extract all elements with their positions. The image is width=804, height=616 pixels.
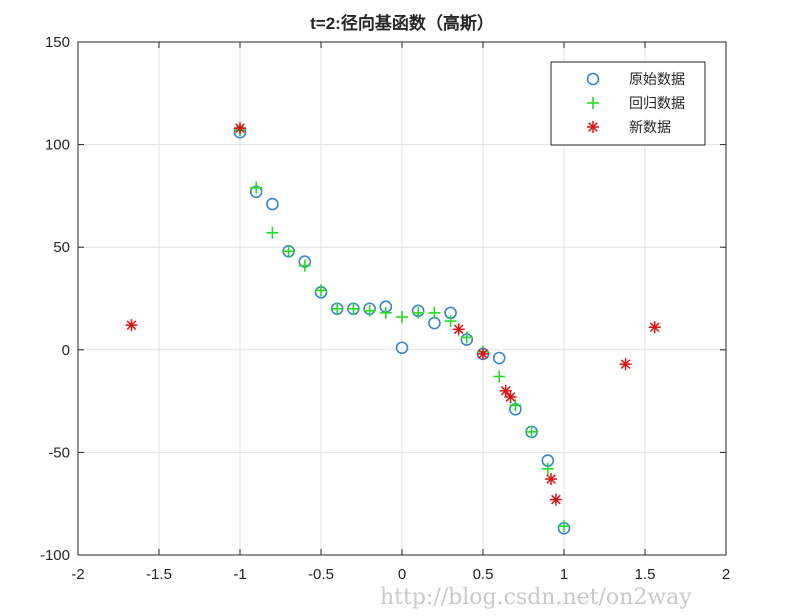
x-tick-label: 0 <box>398 566 406 583</box>
asterisk-d2 <box>478 349 488 359</box>
y-tick-label: 0 <box>62 342 70 359</box>
legend-marker <box>586 72 600 86</box>
legend-entry: 回归数据 <box>587 95 685 111</box>
data-point <box>549 493 562 506</box>
data-point <box>460 331 473 344</box>
legend-label: 原始数据 <box>629 71 685 87</box>
legend-entry: 新数据 <box>587 119 671 135</box>
data-point <box>648 321 661 334</box>
y-tick-label: 100 <box>45 137 70 154</box>
asterisk-d2 <box>620 359 631 369</box>
legend-entry: 原始数据 <box>586 71 685 87</box>
legend-marker <box>587 121 599 133</box>
data-point <box>541 462 554 475</box>
asterisk-d2 <box>649 322 660 333</box>
x-tick-label: 1.5 <box>635 566 656 583</box>
x-tick-label: -1.5 <box>146 566 172 583</box>
asterisk-d2 <box>453 324 464 335</box>
data-point <box>347 302 360 315</box>
legend-box <box>550 61 706 146</box>
tick-layer: -2 -1.5 -1 -0.5 0 0.5 1 1.5 2 -100 -50 0 50 100 150 <box>40 34 730 583</box>
data-point <box>266 226 279 239</box>
data-point <box>499 384 512 397</box>
data-point <box>298 259 311 272</box>
data-point <box>504 390 517 403</box>
asterisk-d2 <box>588 122 598 132</box>
data-point <box>379 306 392 319</box>
circle-marker <box>586 72 600 86</box>
data-point <box>125 319 138 332</box>
data-point <box>452 323 465 336</box>
data-point <box>363 304 376 317</box>
data-point <box>412 306 425 319</box>
asterisk-d2 <box>546 474 556 484</box>
data-point <box>558 520 570 533</box>
asterisk-d2 <box>551 494 561 505</box>
data-point <box>545 473 558 486</box>
data-point <box>509 399 522 412</box>
asterisk-d2 <box>505 392 516 402</box>
asterisk-d2 <box>235 123 245 134</box>
x-tick-label: 1 <box>560 566 568 583</box>
watermark-text: http://blog.csdn.net/on2way <box>380 585 692 610</box>
x-tick-label: 2 <box>722 566 730 583</box>
y-tick-label: -50 <box>48 444 70 461</box>
x-tick-label: 0.5 <box>473 566 494 583</box>
data-point <box>331 302 344 315</box>
data-point <box>493 370 506 383</box>
data-point <box>428 306 441 319</box>
data-point <box>444 315 457 328</box>
data-point <box>395 341 409 355</box>
data-point <box>525 425 538 438</box>
asterisk-d2 <box>500 386 511 396</box>
x-tick-label: -1 <box>233 566 246 583</box>
data-point <box>477 347 489 360</box>
data-point <box>492 351 506 365</box>
data-point <box>250 181 263 194</box>
legend-label: 新数据 <box>629 119 671 135</box>
circle-marker <box>395 341 409 355</box>
data-point <box>619 358 632 371</box>
y-tick-label: -100 <box>40 547 70 564</box>
series-3 <box>125 122 661 506</box>
series-2 <box>234 124 570 533</box>
data-point <box>282 245 295 258</box>
data-point <box>266 197 279 211</box>
data-point <box>396 310 408 323</box>
chart-title: t=2:径向基函数（高斯） <box>310 13 494 33</box>
circle-marker <box>266 197 279 211</box>
x-tick-label: -0.5 <box>308 566 334 583</box>
data-point <box>234 122 246 135</box>
asterisk-d2 <box>126 320 137 331</box>
y-tick-label: 150 <box>45 34 70 51</box>
y-tick-label: 50 <box>53 239 70 256</box>
data-point <box>315 284 327 297</box>
legend-marker <box>587 97 599 109</box>
series-layer <box>125 122 661 535</box>
legend-label: 回归数据 <box>629 95 685 111</box>
circle-marker <box>492 351 506 365</box>
x-tick-label: -2 <box>71 566 84 583</box>
